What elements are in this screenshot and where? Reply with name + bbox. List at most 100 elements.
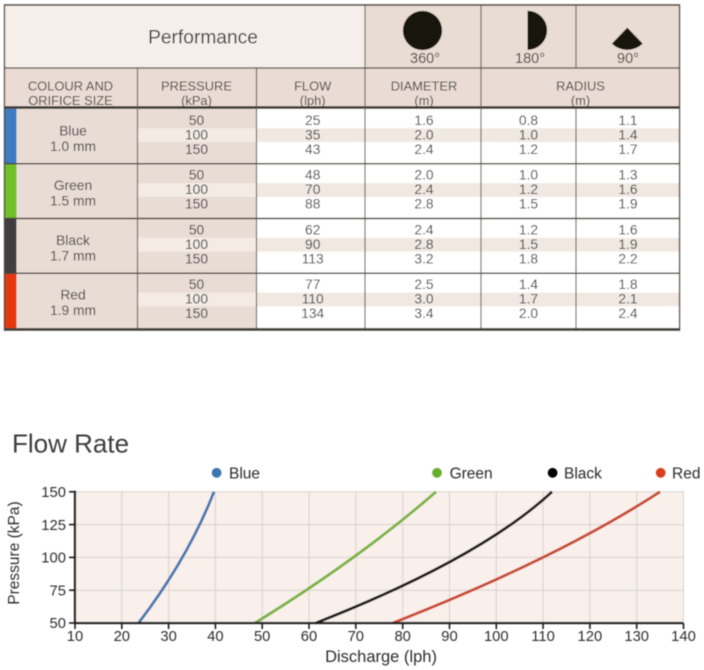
svg-text:25: 25: [305, 113, 321, 128]
svg-text:125: 125: [41, 518, 66, 534]
svg-text:50: 50: [50, 616, 66, 632]
svg-text:30: 30: [160, 629, 176, 645]
svg-text:0.8: 0.8: [519, 113, 539, 128]
svg-text:100: 100: [185, 182, 208, 197]
svg-text:2.1: 2.1: [618, 292, 637, 307]
svg-text:COLOUR AND: COLOUR AND: [28, 79, 113, 94]
svg-text:2.5: 2.5: [414, 277, 434, 292]
svg-text:(m): (m): [571, 93, 590, 108]
svg-text:60: 60: [301, 629, 317, 645]
svg-text:Pressure (kPa): Pressure (kPa): [6, 501, 23, 604]
svg-text:113: 113: [302, 251, 324, 266]
svg-text:1.8: 1.8: [519, 251, 539, 266]
svg-text:1.4: 1.4: [618, 127, 638, 142]
svg-text:Discharge (lph): Discharge (lph): [325, 648, 437, 666]
svg-text:1.6: 1.6: [618, 222, 638, 237]
svg-text:50: 50: [189, 222, 205, 237]
svg-text:Red: Red: [60, 288, 85, 303]
svg-text:100: 100: [185, 237, 208, 252]
svg-text:90: 90: [305, 237, 321, 252]
svg-text:(m): (m): [414, 93, 433, 108]
svg-text:1.9 mm: 1.9 mm: [50, 303, 96, 318]
svg-text:Black: Black: [56, 233, 90, 248]
svg-text:150: 150: [185, 306, 208, 321]
svg-text:(kPa): (kPa): [181, 93, 212, 108]
svg-text:1.5: 1.5: [519, 197, 539, 212]
svg-text:2.8: 2.8: [414, 237, 434, 252]
svg-text:1.8: 1.8: [618, 277, 638, 292]
svg-text:48: 48: [305, 168, 321, 183]
svg-text:20: 20: [114, 629, 130, 645]
svg-text:PRESSURE: PRESSURE: [161, 79, 232, 94]
svg-text:1.4: 1.4: [519, 277, 539, 292]
svg-text:Flow Rate: Flow Rate: [12, 428, 129, 458]
svg-text:Performance: Performance: [148, 28, 258, 49]
svg-text:3.0: 3.0: [414, 292, 434, 307]
svg-text:2.8: 2.8: [414, 197, 434, 212]
svg-text:70: 70: [305, 182, 321, 197]
svg-text:50: 50: [189, 277, 205, 292]
svg-text:77: 77: [305, 277, 320, 292]
svg-text:2.0: 2.0: [519, 306, 539, 321]
svg-text:1.5: 1.5: [519, 237, 539, 252]
svg-text:110: 110: [302, 292, 324, 307]
svg-text:1.7: 1.7: [519, 292, 538, 307]
svg-text:110: 110: [531, 629, 555, 645]
svg-text:1.6: 1.6: [414, 113, 434, 128]
svg-text:1.0 mm: 1.0 mm: [50, 139, 96, 154]
svg-text:Red: Red: [672, 465, 700, 482]
svg-text:100: 100: [185, 127, 208, 142]
svg-text:1.9: 1.9: [618, 197, 638, 212]
svg-text:43: 43: [305, 142, 321, 157]
svg-text:Blue: Blue: [229, 465, 260, 482]
svg-text:100: 100: [185, 292, 208, 307]
svg-text:1.2: 1.2: [519, 182, 538, 197]
svg-text:40: 40: [207, 629, 223, 645]
svg-text:50: 50: [254, 629, 270, 645]
svg-text:100: 100: [484, 629, 509, 645]
svg-text:1.5 mm: 1.5 mm: [50, 194, 96, 209]
svg-text:150: 150: [41, 485, 66, 501]
svg-text:90°: 90°: [617, 51, 639, 67]
svg-text:62: 62: [305, 222, 320, 237]
svg-text:1.0: 1.0: [519, 127, 539, 142]
svg-text:2.2: 2.2: [618, 251, 637, 266]
svg-text:75: 75: [50, 583, 66, 599]
svg-text:1.7 mm: 1.7 mm: [50, 248, 96, 263]
svg-text:FLOW: FLOW: [294, 79, 332, 94]
svg-text:2.4: 2.4: [414, 222, 434, 237]
svg-text:2.4: 2.4: [618, 306, 638, 321]
svg-text:130: 130: [624, 629, 649, 645]
svg-text:140: 140: [671, 629, 696, 645]
svg-text:50: 50: [189, 168, 205, 183]
svg-text:100: 100: [41, 551, 66, 567]
svg-text:90: 90: [441, 629, 457, 645]
svg-text:1.2: 1.2: [519, 222, 538, 237]
svg-text:120: 120: [578, 629, 603, 645]
svg-text:Green: Green: [450, 465, 493, 482]
svg-text:RADIUS: RADIUS: [556, 79, 605, 94]
svg-text:134: 134: [301, 306, 324, 321]
svg-text:80: 80: [394, 629, 410, 645]
svg-text:DIAMETER: DIAMETER: [391, 79, 458, 94]
svg-text:1.3: 1.3: [618, 168, 638, 183]
svg-text:88: 88: [305, 197, 321, 212]
svg-text:2.4: 2.4: [414, 142, 434, 157]
svg-text:Green: Green: [54, 178, 92, 193]
svg-text:1.1: 1.1: [618, 113, 637, 128]
svg-text:2.0: 2.0: [414, 127, 434, 142]
svg-text:1.0: 1.0: [519, 168, 539, 183]
svg-text:1.7: 1.7: [618, 142, 637, 157]
svg-text:1.9: 1.9: [618, 237, 638, 252]
svg-text:3.4: 3.4: [414, 306, 434, 321]
svg-text:1.6: 1.6: [618, 182, 638, 197]
svg-text:150: 150: [185, 197, 208, 212]
svg-text:Blue: Blue: [59, 123, 87, 138]
svg-text:180°: 180°: [515, 51, 545, 67]
svg-text:10: 10: [67, 629, 83, 645]
svg-text:70: 70: [348, 629, 364, 645]
svg-text:150: 150: [185, 251, 208, 266]
svg-text:3.2: 3.2: [414, 251, 433, 266]
svg-text:360°: 360°: [410, 51, 440, 67]
svg-text:150: 150: [185, 142, 208, 157]
